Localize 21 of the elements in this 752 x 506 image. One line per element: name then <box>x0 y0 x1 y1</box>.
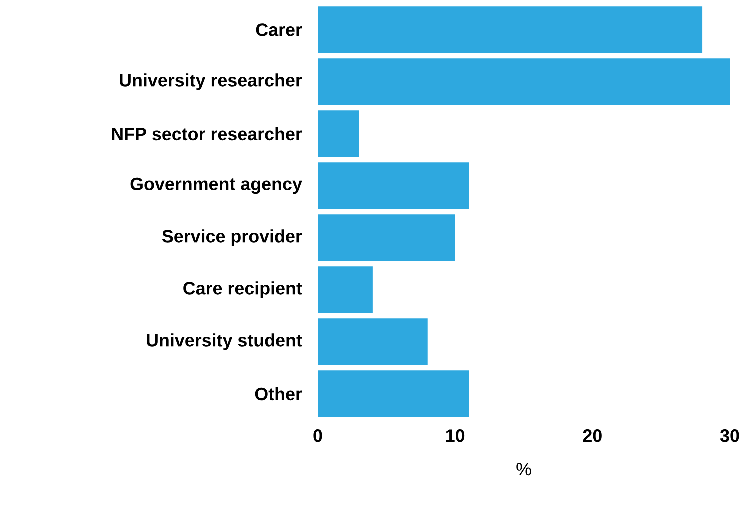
y-tick-label: Other <box>255 387 302 401</box>
y-tick-label: Carer <box>256 24 302 36</box>
bar <box>318 58 730 106</box>
bar <box>318 162 470 210</box>
bar <box>318 214 456 262</box>
y-tick-label: University researcher <box>120 74 302 90</box>
x-tick-label: 30 <box>720 430 740 442</box>
bar <box>318 266 373 314</box>
y-tick-label: Government agency <box>130 178 302 194</box>
x-tick-label: 10 <box>446 430 465 442</box>
y-tick-label: Service provider <box>162 230 302 246</box>
bar <box>318 318 428 366</box>
y-tick-label: NFP sector researcher <box>112 127 302 141</box>
bar <box>318 370 470 418</box>
bar <box>318 6 703 54</box>
x-tick-label: 0 <box>314 430 322 442</box>
x-tick-label: 20 <box>583 430 602 442</box>
bar <box>318 110 360 158</box>
y-tick-label: University student <box>147 334 302 350</box>
y-tick-label: Care recipient <box>184 282 302 298</box>
x-axis-title: % <box>516 463 532 476</box>
